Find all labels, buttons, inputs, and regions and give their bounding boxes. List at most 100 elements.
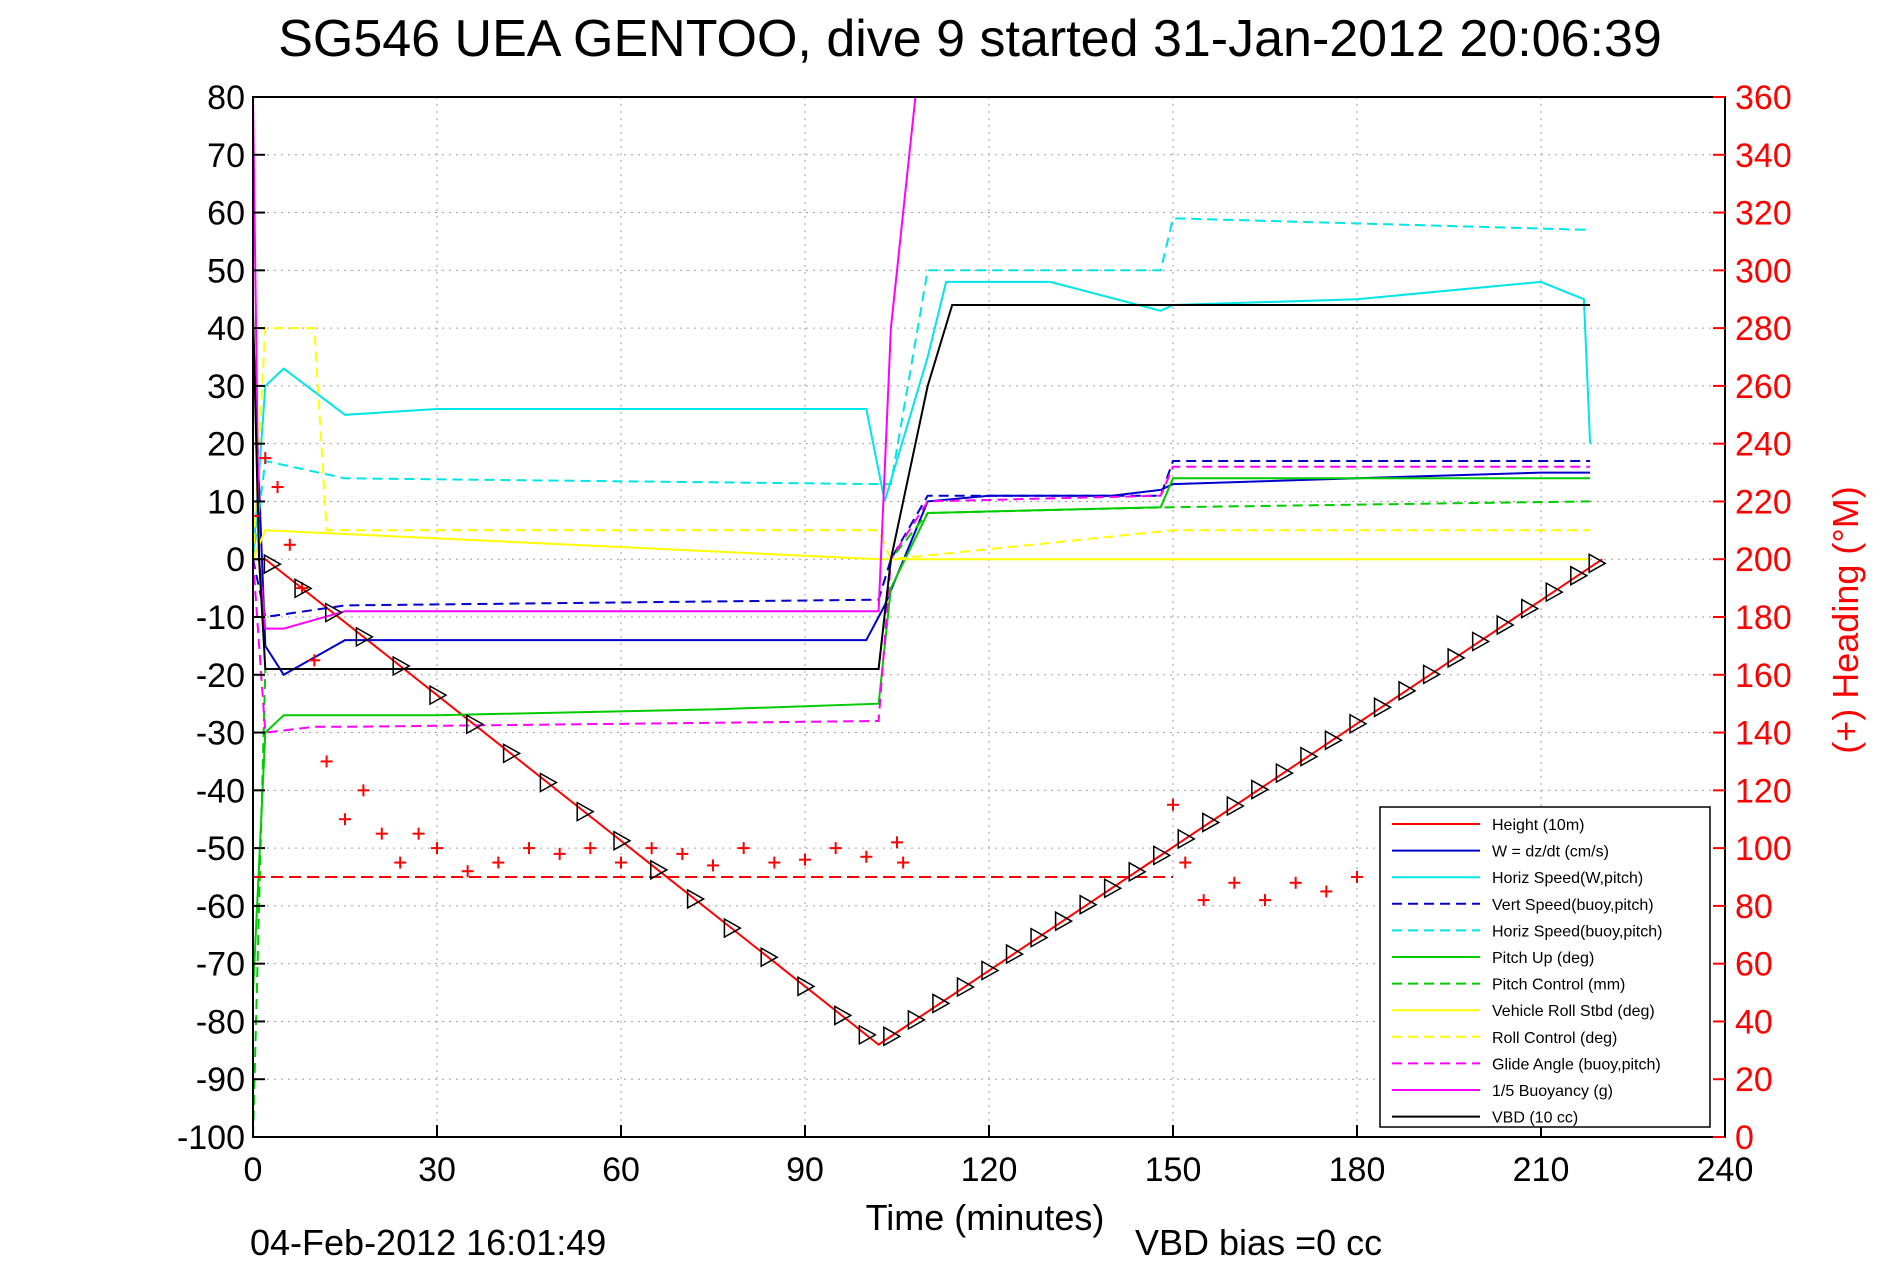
triangle-marker (502, 743, 522, 764)
legend-label: VBD (10 cc) (1492, 1110, 1578, 1127)
y2-tick-label: 160 (1735, 657, 1792, 695)
triangle-marker (1520, 598, 1540, 619)
left-axis: 80 70 60 50 40 30 20 10 0 -10 -20 -30 -40 -50 -60 -70 -8… (177, 79, 265, 1157)
series-line-8 (253, 327, 1591, 561)
legend-label: Horiz Speed(W,pitch) (1492, 870, 1643, 887)
triangle-marker (1324, 729, 1343, 751)
triangle-marker (956, 976, 975, 998)
heading-point (615, 856, 627, 869)
x-tick-label: 60 (602, 1151, 640, 1189)
x-axis-label: Time (minutes) (866, 1197, 1105, 1238)
triangle-marker (613, 830, 632, 851)
y2-tick-label: 200 (1735, 541, 1792, 579)
heading-point (1289, 876, 1302, 889)
y2-tick-label: 280 (1735, 310, 1792, 348)
triangle-marker (429, 684, 448, 706)
triangle-marker (1152, 845, 1172, 866)
triangle-marker (355, 626, 374, 648)
heading-point (1351, 871, 1363, 883)
legend-label: Roll Control (deg) (1492, 1030, 1617, 1047)
heading-point (412, 827, 425, 840)
triangle-marker (392, 655, 411, 677)
y-tick-label: 20 (207, 426, 245, 464)
x-tick-label: 180 (1329, 1151, 1386, 1189)
triangle-marker (1588, 553, 1607, 574)
y-tick-label: -40 (196, 772, 245, 810)
triangle-marker (834, 1005, 853, 1026)
y2-tick-label: 60 (1735, 946, 1773, 984)
x-tick-label: 30 (418, 1151, 456, 1189)
triangle-marker (1447, 647, 1466, 669)
series-line-7 (253, 529, 1591, 561)
y-tick-label: -100 (177, 1119, 245, 1157)
triangle-marker (1005, 943, 1025, 965)
y-tick-label: 30 (207, 368, 245, 406)
y-tick-label: 0 (226, 541, 245, 579)
legend-label: Glide Angle (buoy,pitch) (1492, 1056, 1661, 1073)
series-line-9 (253, 465, 1591, 734)
y2-tick-label: 240 (1735, 426, 1792, 464)
series-line-3 (253, 460, 1591, 619)
triangle-marker (1349, 713, 1368, 735)
right-axis-label: (+) Heading (°M) (1825, 486, 1866, 753)
y-tick-label: 50 (207, 252, 245, 290)
triangle-marker (324, 602, 344, 623)
heading-point (375, 827, 388, 840)
legend-label: Horiz Speed(buoy,pitch) (1492, 923, 1662, 940)
legend-label: Pitch Control (mm) (1492, 977, 1625, 994)
heading-point (829, 842, 842, 855)
triangle-marker (1226, 795, 1245, 817)
legend-label: Vehicle Roll Stbd (deg) (1492, 1003, 1655, 1020)
series-line-4 (253, 217, 1591, 560)
heading-point (308, 654, 321, 667)
triangle-marker (539, 772, 558, 793)
heading-point (737, 842, 750, 855)
triangle-marker (797, 976, 816, 997)
legend-box (1379, 806, 1711, 1128)
heading-point (676, 847, 689, 860)
y2-tick-label: 180 (1735, 599, 1792, 637)
y2-tick-label: 320 (1735, 195, 1792, 233)
heading-point (259, 452, 272, 465)
heading-point (492, 856, 505, 869)
y2-tick-label: 220 (1735, 483, 1792, 521)
y2-tick-label: 40 (1735, 1003, 1773, 1041)
y-tick-label: 40 (207, 310, 245, 348)
heading-point (320, 755, 333, 768)
heading-point (1167, 798, 1179, 811)
heading-point (431, 842, 443, 855)
triangle-marker (1570, 565, 1589, 586)
heading-point (461, 865, 474, 878)
y-tick-label: -90 (196, 1061, 245, 1099)
triangle-marker (1079, 894, 1098, 915)
y-tick-label: -10 (196, 599, 245, 637)
triangle-marker (466, 713, 485, 735)
triangle-marker (1275, 762, 1294, 784)
heading-point (253, 509, 259, 522)
triangle-marker (1471, 631, 1491, 652)
legend-label: 1/5 Buoyancy (g) (1492, 1083, 1613, 1100)
triangle-marker (650, 859, 669, 881)
heading-point (707, 859, 719, 872)
x-tick-label: 210 (1513, 1151, 1570, 1189)
triangle-marker (1177, 828, 1196, 850)
triangle-marker (932, 993, 951, 1014)
x-tick-label: 240 (1697, 1151, 1754, 1189)
heading-layer (253, 452, 1394, 912)
heading-point (645, 842, 658, 855)
triangle-marker (294, 578, 313, 599)
y2-tick-label: 80 (1735, 888, 1773, 926)
heading-point (1228, 876, 1241, 889)
triangle-marker (981, 960, 1000, 981)
triangle-marker (1103, 877, 1123, 899)
heading-point (584, 842, 597, 855)
series-line-2 (253, 280, 1592, 560)
chart-title: SG546 UEA GENTOO, dive 9 started 31-Jan-… (278, 10, 1662, 68)
triangle-marker (686, 888, 706, 910)
y-tick-label: 80 (207, 79, 245, 117)
y-tick-label: 60 (207, 195, 245, 233)
triangle-marker (1202, 812, 1221, 833)
y2-tick-label: 260 (1735, 368, 1792, 406)
x-tick-label: 90 (786, 1151, 824, 1189)
